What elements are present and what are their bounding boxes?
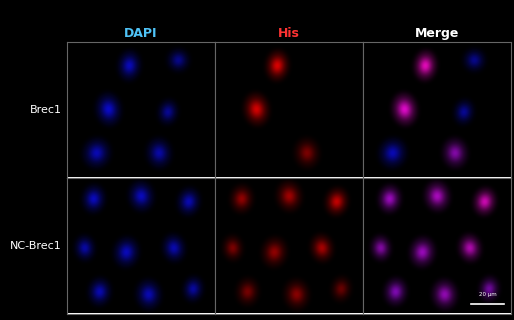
Text: 20 μm: 20 μm	[479, 292, 497, 297]
Text: Merge: Merge	[415, 27, 460, 40]
Text: DAPI: DAPI	[124, 27, 158, 40]
Text: His: His	[278, 27, 300, 40]
Text: NC-Brec1: NC-Brec1	[10, 241, 62, 251]
Text: Brec1: Brec1	[30, 105, 62, 115]
